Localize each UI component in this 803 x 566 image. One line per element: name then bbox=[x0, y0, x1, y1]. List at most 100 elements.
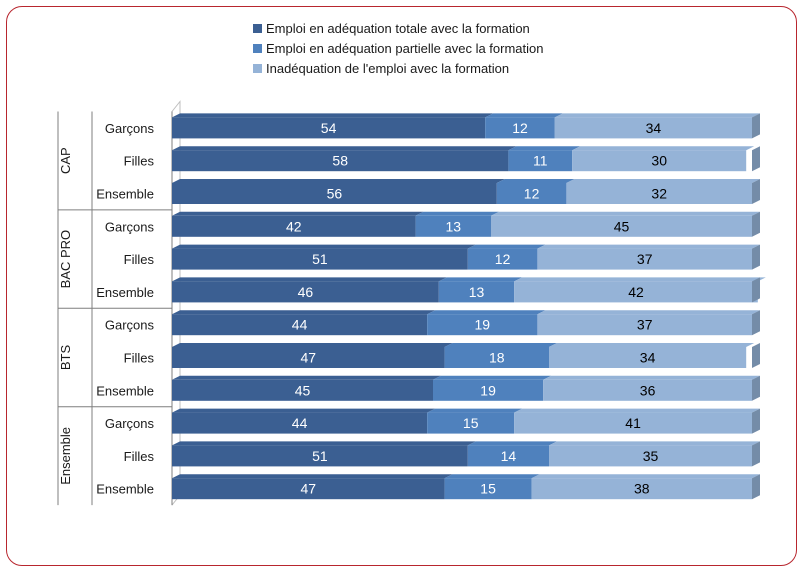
data-label-10-3: 41 bbox=[625, 415, 641, 431]
category-label-11: Filles bbox=[124, 449, 155, 464]
bar-top-12-3 bbox=[531, 474, 760, 479]
category-label-8: Filles bbox=[124, 351, 155, 366]
legend-item-total: Emploi en adéquation totale avec la form… bbox=[253, 18, 544, 38]
bar-top-10-3 bbox=[514, 408, 760, 413]
bar-side-4 bbox=[752, 211, 760, 237]
bar-top-1-2 bbox=[485, 113, 563, 118]
bar-2-2 bbox=[508, 150, 573, 172]
data-label-4-3: 45 bbox=[614, 218, 630, 234]
legend-item-partielle: Emploi en adéquation partielle avec la f… bbox=[253, 38, 544, 58]
bar-3-2 bbox=[496, 183, 567, 204]
bar-11-2 bbox=[467, 445, 549, 467]
bar-top-4-1 bbox=[172, 211, 424, 216]
category-label-1: Garçons bbox=[105, 121, 155, 136]
bar-top-11-2 bbox=[467, 441, 557, 446]
bar-8-2 bbox=[444, 347, 549, 368]
bar-8-1 bbox=[172, 347, 445, 368]
bar-top-3-3 bbox=[566, 179, 760, 183]
data-label-2-1: 58 bbox=[332, 153, 348, 169]
bar-side-6 bbox=[752, 277, 760, 303]
data-label-1-3: 34 bbox=[646, 120, 662, 136]
bar-7-2 bbox=[427, 314, 538, 336]
bar-side-2 bbox=[752, 146, 760, 172]
bar-10-2 bbox=[427, 412, 515, 434]
legend-swatch-inadequation bbox=[253, 63, 262, 73]
data-label-10-1: 44 bbox=[292, 415, 308, 431]
bar-top-1-1 bbox=[172, 113, 494, 118]
bar-top-5-2 bbox=[467, 244, 546, 249]
bar-1-1 bbox=[172, 117, 486, 139]
legend-swatch-total bbox=[253, 23, 262, 33]
bar-6-3 bbox=[514, 281, 758, 303]
bar-side-9 bbox=[752, 375, 760, 401]
category-label-12: Ensemble bbox=[96, 482, 154, 497]
bar-side-11 bbox=[752, 441, 760, 467]
legend-swatch-partielle bbox=[253, 43, 262, 53]
data-label-5-1: 51 bbox=[312, 251, 328, 267]
data-label-8-2: 18 bbox=[489, 350, 505, 366]
bar-top-5-3 bbox=[537, 244, 760, 249]
data-label-11-2: 14 bbox=[501, 448, 517, 464]
bar-12-3 bbox=[531, 478, 752, 500]
data-label-6-3: 42 bbox=[628, 284, 644, 300]
bar-top-3-1 bbox=[172, 179, 505, 183]
bar-7-1 bbox=[172, 314, 428, 336]
bar-12-2 bbox=[444, 478, 532, 500]
bar-top-7-3 bbox=[537, 310, 760, 315]
bar-6-2 bbox=[438, 281, 515, 303]
bar-1-2 bbox=[485, 117, 555, 139]
bar-side-12 bbox=[752, 474, 760, 500]
data-label-2-2: 11 bbox=[533, 153, 548, 169]
data-label-8-1: 47 bbox=[301, 350, 317, 366]
bar-top-6-2 bbox=[438, 277, 523, 282]
bar-top-10-1 bbox=[172, 408, 436, 413]
data-label-5-3: 37 bbox=[637, 251, 653, 267]
data-label-11-1: 51 bbox=[312, 448, 328, 464]
data-label-12-2: 15 bbox=[480, 481, 496, 497]
bar-top-2-1 bbox=[172, 146, 517, 151]
bar-top-4-3 bbox=[491, 211, 760, 216]
data-label-12-1: 47 bbox=[301, 481, 317, 497]
data-label-10-2: 15 bbox=[463, 415, 479, 431]
bar-11-1 bbox=[172, 445, 468, 467]
bar-8-3 bbox=[549, 347, 747, 368]
bar-2-1 bbox=[172, 150, 509, 172]
legend-label-total: Emploi en adéquation totale avec la form… bbox=[266, 20, 530, 36]
bar-chart: 54 12 34 Garçons 58 11 30 Filles 56 12 32 Ensemble 4… bbox=[57, 100, 766, 506]
bar-5-3 bbox=[537, 248, 752, 270]
data-label-3-3: 32 bbox=[651, 186, 667, 202]
bar-top-2-2 bbox=[508, 146, 581, 151]
category-label-10: Garçons bbox=[105, 416, 155, 431]
data-label-3-2: 12 bbox=[524, 186, 540, 202]
bar-9-2 bbox=[433, 379, 544, 401]
category-label-6: Ensemble bbox=[96, 285, 154, 300]
group-label-1: CAP bbox=[58, 147, 73, 174]
bar-top-6-1 bbox=[172, 277, 447, 282]
bar-3-1 bbox=[172, 183, 497, 204]
data-label-6-1: 46 bbox=[298, 284, 314, 300]
bar-top-9-3 bbox=[543, 375, 760, 380]
bar-side-5 bbox=[752, 244, 760, 270]
category-label-3: Ensemble bbox=[96, 187, 154, 202]
data-label-9-2: 19 bbox=[480, 382, 496, 398]
bar-side-3 bbox=[752, 179, 760, 204]
bar-2-3 bbox=[572, 150, 747, 172]
bar-9-3 bbox=[543, 379, 752, 401]
bar-top-6-3 bbox=[514, 277, 766, 282]
data-label-2-3: 30 bbox=[651, 153, 667, 169]
data-label-12-3: 38 bbox=[634, 481, 650, 497]
bar-10-3 bbox=[514, 412, 752, 434]
data-label-8-3: 34 bbox=[640, 350, 656, 366]
bar-top-8-1 bbox=[172, 343, 453, 347]
group-label-2: BAC PRO bbox=[58, 230, 73, 289]
bar-7-3 bbox=[537, 314, 752, 336]
bar-top-12-1 bbox=[172, 474, 453, 479]
data-label-1-1: 54 bbox=[321, 120, 337, 136]
data-label-3-1: 56 bbox=[327, 186, 343, 202]
bar-top-9-2 bbox=[433, 375, 552, 380]
bar-top-3-2 bbox=[496, 179, 575, 183]
bar-top-9-1 bbox=[172, 375, 441, 380]
bar-12-1 bbox=[172, 478, 445, 500]
bar-side-7 bbox=[752, 310, 760, 336]
bar-6-1 bbox=[172, 281, 439, 303]
